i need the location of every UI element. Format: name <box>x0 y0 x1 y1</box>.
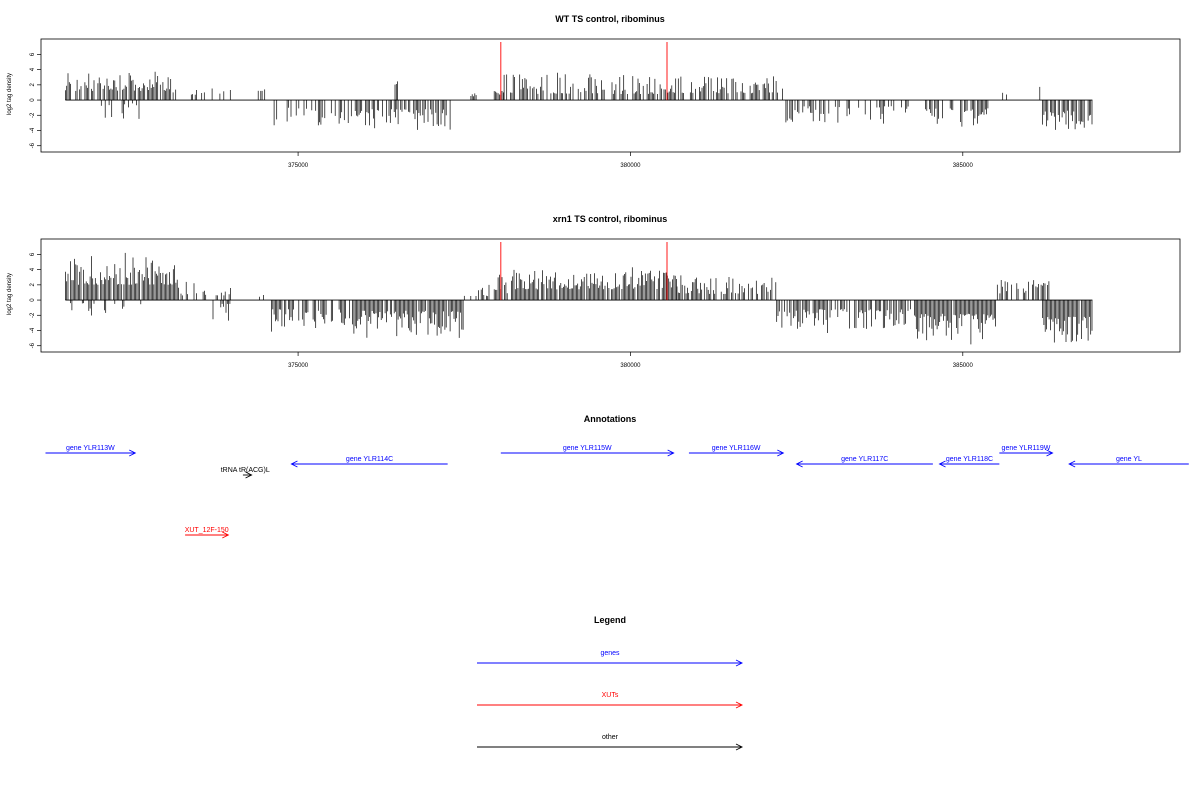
arrow-head <box>777 449 785 457</box>
panel-title: xrn1 TS control, ribominus <box>553 214 668 224</box>
x-tick-label: 380000 <box>620 163 641 169</box>
x-tick-label: 385000 <box>953 363 974 369</box>
annotation-label: gene YLR118C <box>946 456 993 463</box>
annotation-label: gene YLR119W <box>1002 445 1051 452</box>
annotation-label: gene YLR116W <box>712 445 761 452</box>
legend-item-xut: XUTs <box>477 692 744 709</box>
annotation-label: gene YLR117C <box>841 456 888 463</box>
arrow-head <box>222 531 230 539</box>
arrow-head <box>1046 449 1054 457</box>
annotation-gene: gene YLR119W <box>999 445 1054 457</box>
marker-lines <box>500 42 668 101</box>
annotation-other: tRNA tR(ACG)L <box>221 467 270 479</box>
y-axis-label: log2 tag density <box>7 73 13 115</box>
annotation-xut: XUT_12F-150 <box>185 527 230 539</box>
arrow-head <box>735 701 744 709</box>
x-tick-label: 385000 <box>953 163 974 169</box>
legend-items: genes XUTs other <box>477 650 744 751</box>
y-tick-label: -6 <box>30 342 36 348</box>
x-tick-label: 375000 <box>288 363 309 369</box>
y-axis-label: log2 tag density <box>7 273 13 315</box>
y-tick-label: 0 <box>30 98 36 102</box>
annotation-gene: gene YLR117C <box>795 456 933 468</box>
arrow-head <box>735 743 744 751</box>
arrow-head <box>1068 460 1076 468</box>
y-tick-label: 2 <box>30 83 36 87</box>
y-tick-label: -6 <box>30 142 36 148</box>
annotation-label: gene YLR113W <box>66 445 115 452</box>
y-axis: -6 -4 -2 0 2 4 6 <box>30 52 41 148</box>
annotation-gene: gene YLR116W <box>688 445 785 457</box>
arrow-head <box>129 449 137 457</box>
plot-frame <box>40 38 1181 153</box>
legend-label: XUTs <box>602 692 619 699</box>
legend-item-other: other <box>477 734 744 751</box>
y-tick-label: 4 <box>30 267 36 271</box>
arrow-head <box>245 471 253 479</box>
y-tick-label: 4 <box>30 67 36 71</box>
x-tick-label: 375000 <box>288 163 309 169</box>
annotation-gene: gene YL <box>1068 456 1189 468</box>
legend-label: other <box>602 734 619 741</box>
x-tick-label: 380000 <box>620 363 641 369</box>
arrow-head <box>795 460 803 468</box>
legend-title: Legend <box>594 615 626 625</box>
plot-frame <box>40 238 1181 353</box>
legend-label: genes <box>600 650 620 657</box>
wt-density-panel: WT TS control, ribominus log2 tag densit… <box>7 14 1181 169</box>
y-tick-label: 0 <box>30 298 36 302</box>
xrn1-density-panel: xrn1 TS control, ribominus log2 tag dens… <box>7 214 1181 369</box>
density-bars <box>65 252 1093 345</box>
legend-item-gene: genes <box>477 650 744 667</box>
y-tick-label: 6 <box>30 52 36 56</box>
annotation-label: gene YLR115W <box>563 445 612 452</box>
annotation-gene: gene YLR115W <box>500 445 675 457</box>
y-tick-label: -4 <box>30 327 36 333</box>
y-tick-label: -4 <box>30 127 36 133</box>
annotations-title: Annotations <box>584 414 637 424</box>
annotation-label: gene YLR114C <box>346 456 393 463</box>
y-tick-label: 2 <box>30 283 36 287</box>
y-axis: -6 -4 -2 0 2 4 6 <box>30 252 41 348</box>
marker-lines <box>500 242 668 301</box>
arrow-head <box>938 460 946 468</box>
arrow-head <box>667 449 675 457</box>
density-bars <box>65 71 1093 130</box>
y-tick-label: -2 <box>30 112 36 118</box>
x-axis: 375000 380000 385000 <box>288 152 973 169</box>
panel-title: WT TS control, ribominus <box>555 14 665 24</box>
x-axis: 375000 380000 385000 <box>288 352 973 369</box>
y-tick-label: 6 <box>30 252 36 256</box>
legend: Legend genes XUTs other <box>477 615 744 751</box>
annotation-gene: gene YLR114C <box>290 456 448 468</box>
y-tick-label: -2 <box>30 312 36 318</box>
arrow-head <box>735 659 744 667</box>
annotation-items: gene YLR113W tRNA tR(ACG)L gene YLR114C gen… <box>45 445 1189 539</box>
annotation-label: tRNA tR(ACG)L <box>221 467 270 474</box>
annotation-label: XUT_12F-150 <box>185 527 229 534</box>
arrow-head <box>290 460 298 468</box>
annotation-label: gene YL <box>1116 456 1142 463</box>
annotation-gene: gene YLR113W <box>45 445 137 457</box>
annotation-gene: gene YLR118C <box>938 456 1000 468</box>
